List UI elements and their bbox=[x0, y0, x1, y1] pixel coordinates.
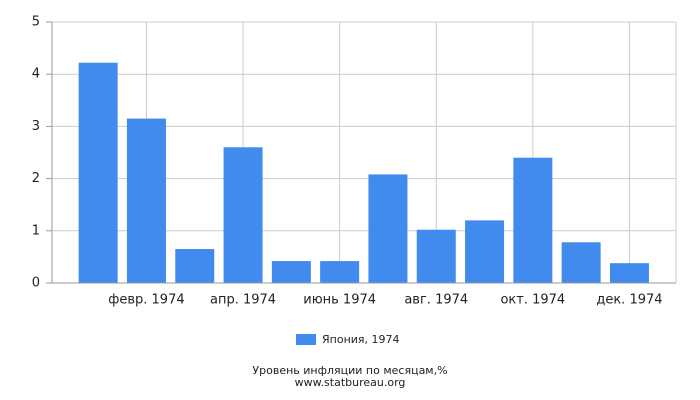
bar bbox=[513, 157, 553, 283]
bar bbox=[609, 263, 649, 283]
bar bbox=[223, 147, 263, 283]
bar bbox=[465, 220, 505, 283]
y-tick-label: 5 bbox=[32, 15, 40, 30]
bar bbox=[416, 229, 456, 283]
bar bbox=[271, 261, 311, 283]
x-axis-title: Уровень инфляции по месяцам,% bbox=[252, 364, 447, 377]
bar bbox=[368, 174, 408, 283]
x-tick-label: апр. 1974 bbox=[210, 293, 276, 308]
x-tick-label: авг. 1974 bbox=[404, 293, 468, 308]
bar bbox=[126, 118, 166, 283]
x-tick-label: июнь 1974 bbox=[303, 293, 376, 308]
x-tick-label: окт. 1974 bbox=[500, 293, 565, 308]
legend-swatch bbox=[296, 334, 316, 345]
y-tick-label: 3 bbox=[32, 119, 40, 134]
y-tick-label: 2 bbox=[32, 171, 40, 186]
y-tick-label: 4 bbox=[32, 67, 40, 82]
bar bbox=[175, 249, 215, 283]
bar bbox=[78, 62, 118, 283]
legend-label: Япония, 1974 bbox=[322, 333, 400, 346]
bar bbox=[320, 261, 360, 283]
bar bbox=[561, 242, 601, 283]
y-tick-label: 1 bbox=[32, 223, 40, 238]
source: www.statbureau.org bbox=[295, 376, 406, 389]
x-tick-label: февр. 1974 bbox=[108, 293, 184, 308]
x-tick-label: дек. 1974 bbox=[596, 293, 662, 308]
y-tick-label: 0 bbox=[32, 276, 40, 291]
